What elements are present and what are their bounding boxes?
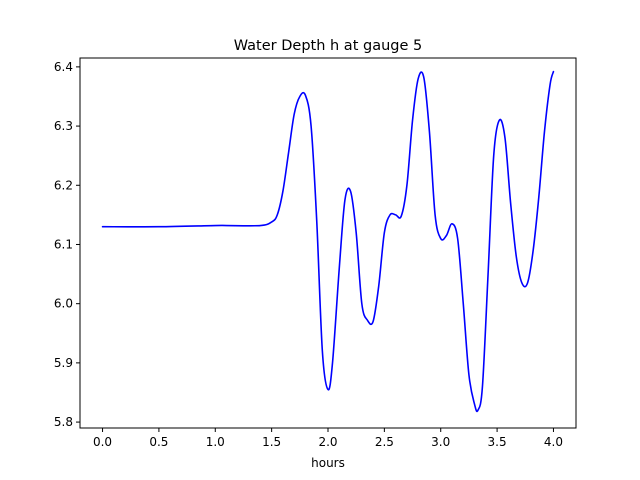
x-tick-label: 1.5: [262, 435, 281, 449]
x-tick-label: 0.5: [149, 435, 168, 449]
x-tick-label: 2.0: [318, 435, 337, 449]
x-tick-label: 3.0: [431, 435, 450, 449]
y-tick-label: 5.8: [54, 415, 73, 429]
series-layer: [101, 70, 555, 413]
y-tick-label: 6.1: [54, 237, 73, 251]
y-tick-label: 6.4: [54, 60, 73, 74]
y-axis-ticks: 5.8 5.9 6.0 6.1 6.2 6.3 6.4: [54, 60, 80, 429]
x-tick-label: 2.5: [375, 435, 394, 449]
y-tick-label: 6.2: [54, 178, 73, 192]
series-line: [101, 70, 555, 413]
y-tick-label: 6.3: [54, 119, 73, 133]
y-tick-label: 6.0: [54, 297, 73, 311]
x-axis-label: hours: [311, 456, 345, 470]
y-tick-label: 5.9: [54, 356, 73, 370]
x-tick-label: 3.5: [488, 435, 507, 449]
chart-title: Water Depth h at gauge 5: [234, 38, 422, 54]
x-tick-label: 0.0: [93, 435, 112, 449]
x-tick-label: 4.0: [544, 435, 563, 449]
x-tick-label: 1.0: [206, 435, 225, 449]
x-axis-ticks: 0.0 0.5 1.0 1.5 2.0 2.5 3.0 3.5 4.0: [93, 428, 563, 449]
